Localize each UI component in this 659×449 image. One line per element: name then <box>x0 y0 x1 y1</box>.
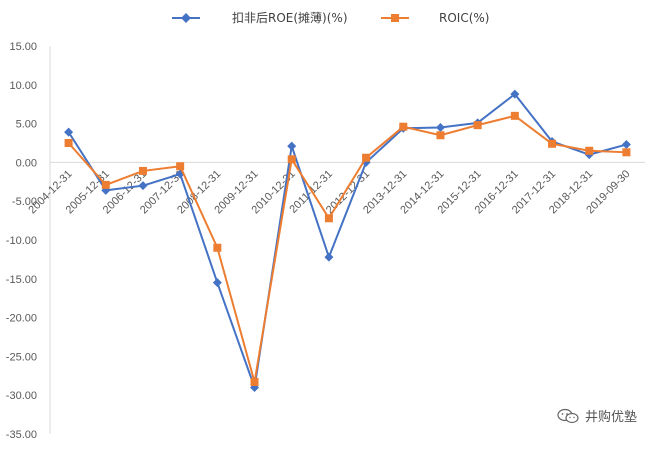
roic-point <box>622 148 631 157</box>
y-tick-label: -25.00 <box>6 351 37 363</box>
wechat-icon <box>557 408 579 423</box>
roic-point <box>585 146 594 155</box>
roe-point <box>64 127 74 137</box>
roic-point <box>176 162 185 171</box>
roe-line <box>67 93 627 389</box>
roe-point <box>138 181 148 191</box>
roic-point <box>436 131 445 140</box>
y-tick-label: -30.00 <box>6 390 37 402</box>
roe-point <box>435 122 445 132</box>
roic-point <box>213 243 222 252</box>
watermark-text: 井购优塾 <box>584 410 637 425</box>
y-tick-label: 15.00 <box>9 41 37 53</box>
legend-roic-square-marker <box>391 14 399 22</box>
watermark: 井购优塾 <box>557 406 637 425</box>
roic-point <box>287 155 296 164</box>
roic-point <box>473 121 482 130</box>
y-tick-label: 5.00 <box>16 119 37 131</box>
y-tick-label: -15.00 <box>6 274 37 286</box>
roe-point <box>324 252 334 262</box>
series-layer <box>64 89 631 392</box>
legend-item-roe: 扣非后ROE(摊薄)(%) <box>172 10 348 25</box>
roic-line <box>67 114 627 384</box>
legend-roic-label: ROIC(%) <box>439 11 489 25</box>
roic-point <box>250 378 259 387</box>
roic-point <box>101 180 110 189</box>
legend-roe-diamond-marker <box>181 13 191 23</box>
y-tick-label: 0.00 <box>16 157 37 169</box>
y-tick-label: -5.00 <box>12 196 37 208</box>
series-roic <box>64 111 631 387</box>
roic-point <box>510 111 519 120</box>
roic-point <box>138 166 147 175</box>
series-roe <box>64 89 631 392</box>
roic-point <box>64 139 73 147</box>
y-axis: 15.00 10.00 5.00 0.00 -5.00 -10.00 -15.00 -20.0… <box>6 41 51 441</box>
y-tick-label: 10.00 <box>9 80 37 92</box>
roic-point <box>399 122 408 131</box>
roic-point <box>548 139 557 148</box>
y-tick-label: -35.00 <box>6 429 37 441</box>
y-tick-label: -10.00 <box>6 235 37 247</box>
roic-point <box>324 214 333 223</box>
roe-point <box>510 89 520 99</box>
y-tick-label: -20.00 <box>6 313 37 325</box>
legend-roe-label: 扣非后ROE(摊薄)(%) <box>232 10 348 25</box>
roe-point <box>621 140 631 150</box>
roe-point <box>212 278 222 288</box>
legend: 扣非后ROE(摊薄)(%) ROIC(%) <box>172 10 489 25</box>
roe-point <box>287 141 297 151</box>
legend-item-roic: ROIC(%) <box>381 11 489 25</box>
roic-point <box>362 153 371 162</box>
